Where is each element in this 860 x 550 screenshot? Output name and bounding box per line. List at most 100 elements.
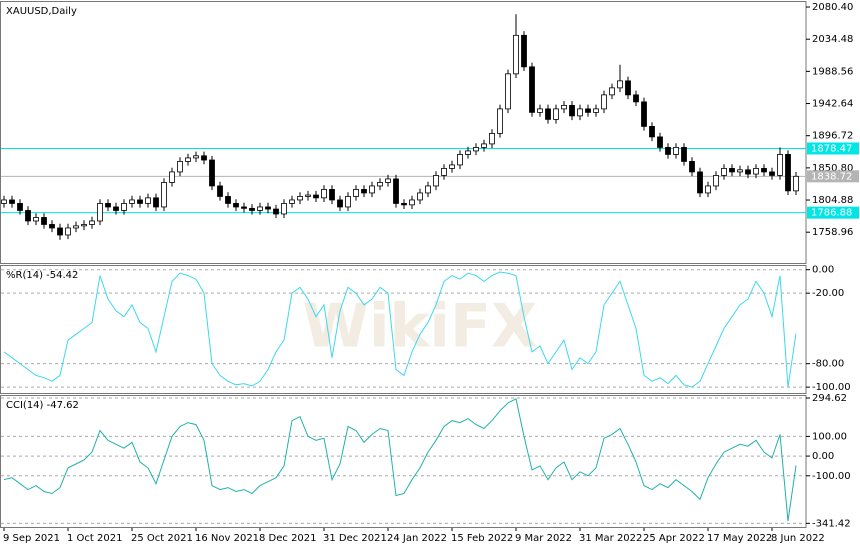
y-tick-label: -341.42 bbox=[812, 518, 851, 529]
candle-body bbox=[329, 189, 335, 201]
candle-body bbox=[65, 227, 71, 236]
candle-body bbox=[617, 80, 623, 89]
candle-body bbox=[313, 194, 319, 199]
y-tick-label: 1988.56 bbox=[812, 66, 853, 77]
candle-body bbox=[697, 171, 703, 194]
y-tick-label: 1896.72 bbox=[812, 131, 853, 142]
candle-body bbox=[249, 207, 255, 211]
candle-body bbox=[73, 225, 79, 229]
candle-body bbox=[57, 227, 63, 236]
candle-body bbox=[25, 210, 31, 222]
candle-body bbox=[681, 147, 687, 162]
candle-body bbox=[217, 185, 223, 197]
candle-body bbox=[201, 155, 207, 161]
candle-body bbox=[17, 203, 23, 211]
x-tick-label: 24 Jan 2022 bbox=[387, 533, 447, 544]
candle-body bbox=[145, 197, 151, 204]
price-label: 1878.47 bbox=[811, 143, 852, 154]
y-tick-label: 0.00 bbox=[812, 451, 834, 462]
candle-body bbox=[441, 168, 447, 176]
x-tick-label: 31 Mar 2022 bbox=[579, 533, 642, 544]
candle-body bbox=[81, 224, 87, 227]
candle-body bbox=[705, 185, 711, 194]
watermark: WikiFX bbox=[303, 292, 537, 362]
candle-body bbox=[729, 168, 735, 173]
candle-body bbox=[369, 185, 375, 194]
candle-body bbox=[241, 206, 247, 209]
candle-body bbox=[417, 192, 423, 201]
candle-body bbox=[769, 171, 775, 176]
candle-body bbox=[721, 168, 727, 176]
candle-body bbox=[665, 147, 671, 155]
pane-title: %R(14) -54.42 bbox=[6, 270, 78, 281]
candle-body bbox=[545, 108, 551, 120]
candle-body bbox=[793, 175, 799, 192]
y-tick-label: 1850.80 bbox=[812, 163, 853, 174]
candle-body bbox=[353, 189, 359, 197]
y-tick-label: 1758.96 bbox=[812, 227, 853, 238]
candle-body bbox=[433, 175, 439, 187]
indicator-line bbox=[3, 398, 797, 522]
candle-body bbox=[185, 157, 191, 162]
y-tick-label: 1804.88 bbox=[812, 195, 853, 206]
candle-body bbox=[137, 199, 143, 204]
y-tick-label: 2080.40 bbox=[812, 2, 853, 13]
y-tick-label: 0.00 bbox=[812, 265, 834, 276]
candle-body bbox=[257, 206, 263, 211]
candle-body bbox=[209, 159, 215, 187]
candle-body bbox=[177, 161, 183, 173]
candle-body bbox=[89, 220, 95, 225]
candle-body bbox=[713, 175, 719, 187]
candle-body bbox=[457, 154, 463, 166]
candle-body bbox=[265, 206, 271, 210]
candle-body bbox=[345, 196, 351, 208]
candle-body bbox=[121, 203, 127, 211]
pane-title: XAUUSD,Daily bbox=[6, 6, 77, 17]
candle-body bbox=[785, 154, 791, 192]
x-tick-label: 8 Dec 2021 bbox=[259, 533, 317, 544]
x-tick-label: 9 Mar 2022 bbox=[515, 533, 572, 544]
candle-body bbox=[393, 178, 399, 204]
candle-body bbox=[777, 154, 783, 176]
candle-body bbox=[401, 203, 407, 206]
candle-body bbox=[41, 217, 47, 225]
x-tick-label: 16 Nov 2021 bbox=[195, 533, 259, 544]
candle-body bbox=[33, 217, 39, 222]
x-tick-label: 25 Oct 2021 bbox=[131, 533, 193, 544]
candle-body bbox=[305, 194, 311, 197]
candle-body bbox=[409, 199, 415, 206]
x-tick-label: 9 Sep 2021 bbox=[3, 533, 60, 544]
y-tick-label: 100.00 bbox=[812, 431, 847, 442]
candle-body bbox=[753, 168, 759, 175]
x-tick-label: 25 Apr 2022 bbox=[643, 533, 705, 544]
candle-body bbox=[553, 108, 559, 120]
candle-body bbox=[505, 73, 511, 110]
candle-body bbox=[673, 147, 679, 155]
price-label: 1786.88 bbox=[811, 208, 852, 219]
candle-body bbox=[489, 133, 495, 145]
candle-body bbox=[281, 203, 287, 215]
y-tick-label: -100.00 bbox=[812, 471, 851, 482]
pane-frame bbox=[0, 265, 807, 394]
candle-body bbox=[641, 101, 647, 127]
pane-frame bbox=[0, 395, 807, 528]
candle-body bbox=[105, 203, 111, 208]
candle-body bbox=[169, 171, 175, 183]
candle-body bbox=[465, 150, 471, 155]
candle-body bbox=[449, 164, 455, 169]
x-tick-label: 8 Jun 2022 bbox=[771, 533, 825, 544]
candle-body bbox=[337, 199, 343, 208]
x-tick-label: 15 Feb 2022 bbox=[451, 533, 513, 544]
candle-body bbox=[745, 169, 751, 175]
candle-body bbox=[537, 108, 543, 113]
candle-body bbox=[385, 178, 391, 183]
candle-body bbox=[233, 203, 239, 208]
candle-body bbox=[657, 136, 663, 148]
pane-frame bbox=[0, 1, 807, 264]
candle-body bbox=[529, 66, 535, 113]
candle-body bbox=[377, 182, 383, 187]
candle-body bbox=[97, 203, 103, 222]
candle-body bbox=[689, 161, 695, 173]
